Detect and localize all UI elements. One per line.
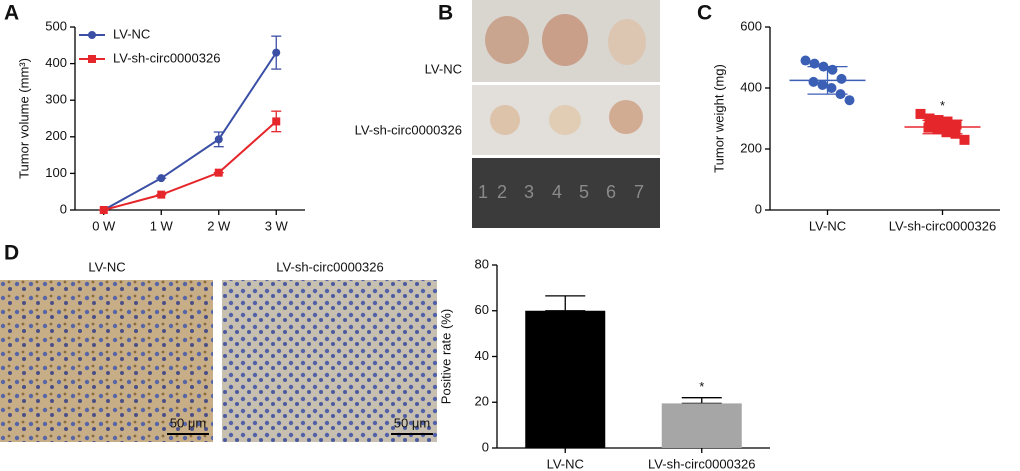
image-label: LV-sh-circ0000326 bbox=[276, 259, 383, 274]
x-tick-label: LV-sh-circ0000326 bbox=[648, 456, 755, 471]
panel-letter: C bbox=[697, 2, 712, 25]
ruler-label: 6 bbox=[606, 182, 616, 202]
legend-marker bbox=[88, 31, 96, 39]
point bbox=[157, 190, 166, 199]
legend-marker bbox=[88, 55, 96, 63]
y-tick-label: 600 bbox=[740, 18, 762, 33]
point bbox=[157, 174, 166, 183]
point bbox=[844, 95, 855, 106]
point bbox=[214, 135, 223, 144]
y-tick-label: 500 bbox=[45, 18, 67, 33]
point bbox=[951, 119, 962, 130]
point bbox=[959, 134, 970, 145]
ihc-image bbox=[222, 280, 437, 442]
image-label: LV-NC bbox=[88, 259, 125, 274]
annotation: * bbox=[699, 379, 704, 394]
point bbox=[915, 108, 926, 119]
y-tick-label: 100 bbox=[45, 165, 67, 180]
y-axis-label: Positive rate (%) bbox=[438, 309, 453, 404]
y-tick-label: 400 bbox=[45, 55, 67, 70]
y-tick-label: 200 bbox=[45, 128, 67, 143]
panel-letter: B bbox=[438, 2, 453, 25]
series-line bbox=[103, 52, 278, 211]
ruler-label: 4 bbox=[552, 182, 562, 202]
x-tick-label: 0 W bbox=[92, 218, 116, 233]
y-tick-label: 20 bbox=[475, 394, 489, 409]
y-tick-label: 300 bbox=[45, 92, 67, 107]
point bbox=[272, 117, 281, 126]
x-tick-label: 2 W bbox=[207, 218, 231, 233]
annotation: * bbox=[940, 98, 945, 113]
y-tick-label: 0 bbox=[755, 201, 762, 216]
row-label: LV-sh-circ0000326 bbox=[355, 122, 462, 137]
y-tick-label: 80 bbox=[475, 256, 489, 271]
point bbox=[941, 127, 952, 138]
point bbox=[808, 76, 819, 87]
bar bbox=[661, 403, 742, 448]
bar bbox=[525, 310, 606, 448]
ruler-label: 1 bbox=[478, 182, 488, 202]
legend-label: LV-NC bbox=[113, 26, 150, 41]
x-tick-label: 3 W bbox=[265, 218, 289, 233]
point bbox=[99, 206, 108, 214]
point bbox=[924, 113, 935, 124]
point bbox=[942, 116, 953, 127]
y-tick-label: 0 bbox=[482, 439, 489, 454]
ruler-label: 2 bbox=[497, 182, 507, 202]
y-tick-label: 200 bbox=[740, 140, 762, 155]
ruler-label: 7 bbox=[634, 182, 644, 202]
point bbox=[836, 73, 847, 84]
row-label: LV-NC bbox=[425, 61, 462, 76]
x-tick-label: 1 W bbox=[150, 218, 174, 233]
tumor-photo: 1 2 3 4 5 6 7 bbox=[472, 0, 660, 228]
ihc-image bbox=[0, 280, 213, 442]
ruler-label: 5 bbox=[579, 182, 589, 202]
point bbox=[826, 83, 837, 93]
panel-letter: D bbox=[4, 242, 19, 265]
legend-label: LV-sh-circ0000326 bbox=[113, 50, 220, 65]
y-tick-label: 0 bbox=[60, 201, 67, 216]
x-tick-label: LV-NC bbox=[809, 218, 846, 233]
scale-label: 50 μm bbox=[394, 415, 430, 430]
ruler-label: 3 bbox=[524, 182, 534, 202]
point bbox=[817, 79, 828, 90]
point bbox=[932, 124, 943, 135]
panel-letter: A bbox=[4, 2, 19, 25]
y-tick-label: 40 bbox=[475, 348, 489, 363]
y-tick-label: 60 bbox=[475, 302, 489, 317]
series-line bbox=[103, 120, 277, 211]
x-tick-label: LV-sh-circ0000326 bbox=[889, 218, 996, 233]
point bbox=[214, 168, 223, 177]
point bbox=[800, 55, 811, 66]
scale-label: 50 μm bbox=[170, 415, 206, 430]
x-tick-label: LV-NC bbox=[547, 456, 584, 471]
y-axis-label: Tumor volume (mm³) bbox=[16, 58, 31, 179]
y-tick-label: 400 bbox=[740, 79, 762, 94]
y-axis-label: Tumor weight (mg) bbox=[711, 64, 726, 173]
point bbox=[272, 48, 281, 57]
